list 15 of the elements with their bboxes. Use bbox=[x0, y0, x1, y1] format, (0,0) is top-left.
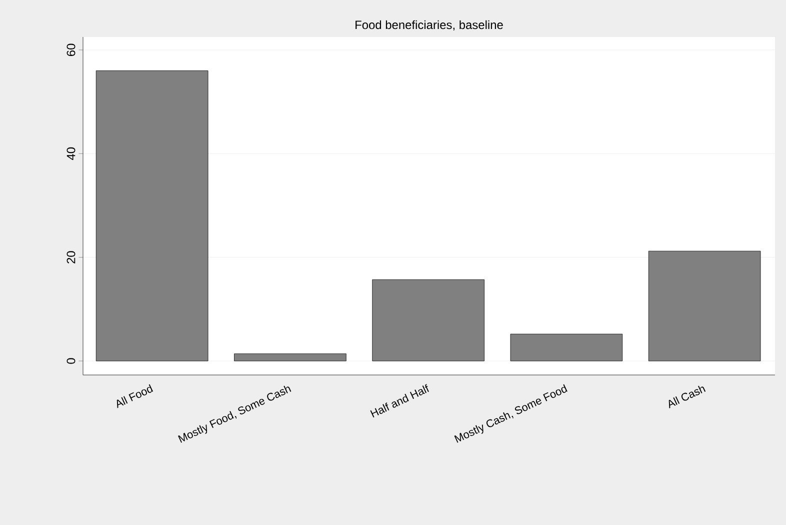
y-tick-label: 20 bbox=[66, 251, 76, 264]
x-tick-label: Mostly Food, Some Cash bbox=[178, 386, 292, 443]
x-tick-label: All Food bbox=[116, 384, 154, 408]
bar bbox=[510, 334, 623, 362]
x-tick-label: Half and Half bbox=[370, 384, 429, 418]
chart-title: Food beneficiaries, baseline bbox=[356, 20, 503, 31]
bar bbox=[234, 354, 346, 362]
bar bbox=[372, 279, 484, 362]
y-tick-label: 0 bbox=[66, 358, 76, 364]
bar bbox=[96, 70, 208, 362]
y-tick-label: 60 bbox=[66, 44, 76, 56]
y-tick-label: 40 bbox=[66, 147, 76, 160]
x-tick-label: Mostly Cash, Some Food bbox=[454, 384, 568, 443]
x-tick-label: All Cash bbox=[668, 386, 706, 408]
bar bbox=[648, 250, 761, 362]
